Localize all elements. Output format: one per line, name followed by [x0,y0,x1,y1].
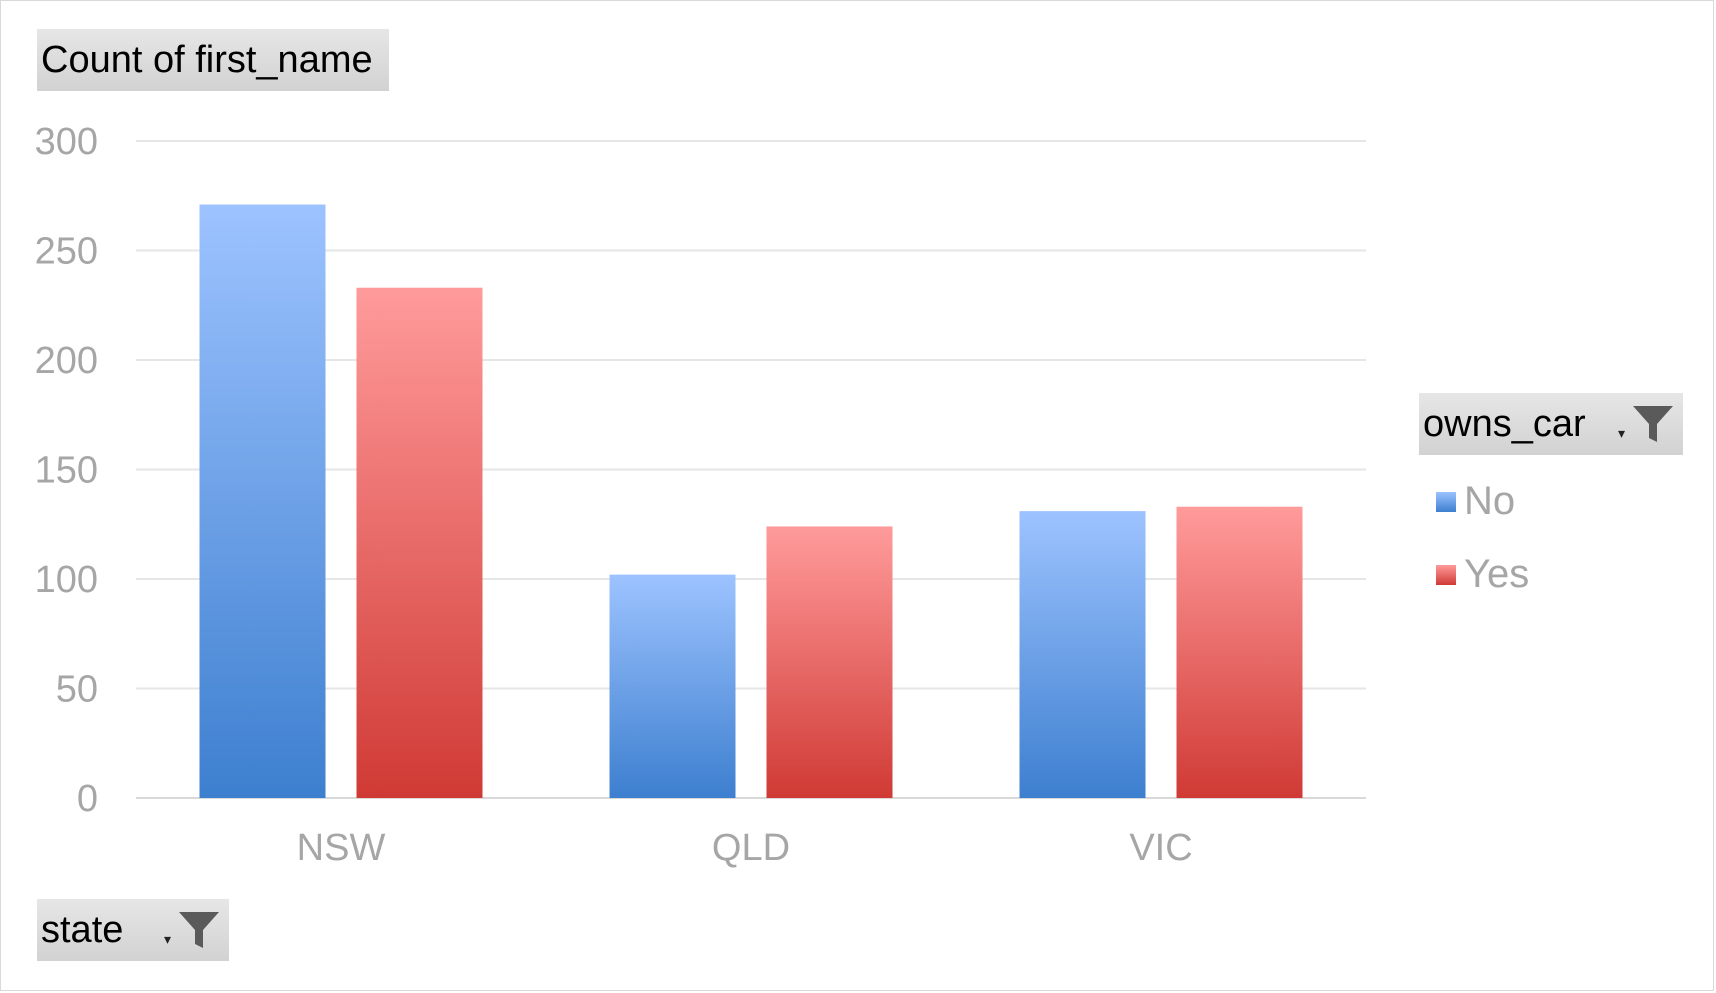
legend-label-no: No [1464,479,1516,523]
x-category-label: QLD [712,827,790,869]
bar-nsw-no[interactable] [199,204,326,798]
value-field-button[interactable]: Count of first_name [37,29,389,91]
y-axis-ticks: 0 50 100 150 200 250 300 [35,121,98,820]
y-tick-label: 0 [77,778,98,820]
filter-icon[interactable] [1631,402,1675,446]
x-category-label: VIC [1129,827,1192,869]
bar-qld-no[interactable] [609,574,736,798]
legend-item-yes[interactable]: Yes [1436,538,1529,611]
legend-swatch-yes [1436,564,1456,585]
filter-icon[interactable] [177,908,221,952]
bar-nsw-yes[interactable] [356,287,483,798]
y-tick-label: 50 [56,669,98,711]
value-field-label: Count of first_name [41,39,373,81]
chevron-down-icon[interactable]: ▾ [163,931,171,947]
y-tick-label: 300 [35,121,98,163]
legend: No Yes [1436,465,1529,611]
y-tick-label: 200 [35,340,98,382]
bars [199,204,1303,798]
gridlines [136,140,1366,799]
bar-vic-no[interactable] [1019,511,1146,798]
legend-item-no[interactable]: No [1436,465,1529,538]
legend-field-button[interactable]: owns_car ▾ [1419,393,1683,455]
bar-qld-yes[interactable] [766,526,893,798]
x-category-label: NSW [297,827,386,869]
y-tick-label: 150 [35,450,98,492]
y-tick-label: 100 [35,559,98,601]
x-axis-categories: NSW QLD VIC [297,827,1193,869]
axis-field-button[interactable]: state ▾ [37,899,229,961]
legend-label-yes: Yes [1464,552,1530,596]
axis-field-label: state [41,909,124,951]
bar-vic-yes[interactable] [1176,506,1303,798]
legend-field-label: owns_car [1423,403,1586,445]
y-tick-label: 250 [35,231,98,273]
chevron-down-icon[interactable]: ▾ [1617,425,1625,441]
legend-swatch-no [1436,491,1456,512]
